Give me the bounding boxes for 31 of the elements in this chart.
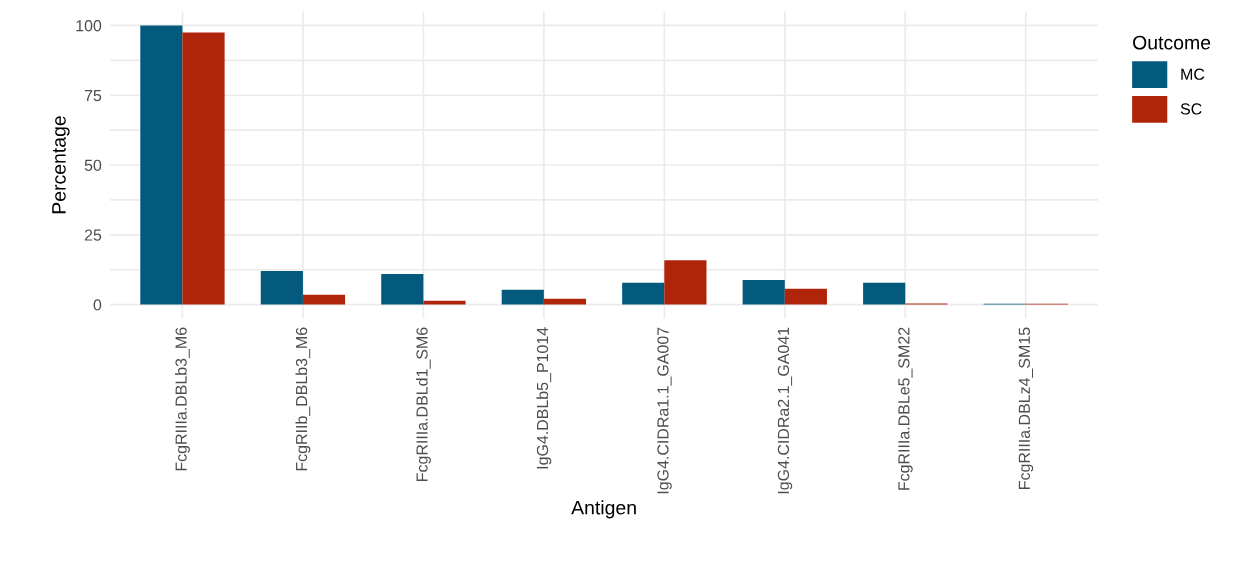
bar — [501, 289, 544, 305]
y-tick-label: 100 — [76, 20, 102, 32]
bar — [664, 260, 707, 305]
x-tick-label: IgG4.CIDRa1.1_GA007 — [657, 327, 672, 494]
bar — [260, 271, 303, 305]
x-tick-label: FcgRIIIa.DBLd1_SM6 — [415, 327, 431, 481]
bar — [863, 282, 906, 305]
x-tick-label: FcgRIIIa.DBLb3_M6 — [175, 327, 190, 471]
y-tick-label: 50 — [84, 159, 102, 171]
x-tick-label: FcgRIIIa.DBLz4_SM15 — [1018, 327, 1034, 489]
bar — [784, 288, 827, 305]
y-tick-label: 75 — [84, 90, 102, 102]
x-axis-title: Antigen — [571, 500, 636, 519]
bar — [622, 282, 665, 305]
legend-title: Outcome — [1133, 35, 1211, 50]
bar — [140, 25, 183, 305]
y-tick-label: 0 — [93, 299, 102, 311]
bar — [381, 273, 424, 305]
legend-label: SC — [1180, 103, 1202, 115]
legend-label: MC — [1181, 68, 1205, 80]
x-tick-label: IgG4.DBLb5_P1014 — [536, 327, 552, 469]
y-axis-title: Percentage — [52, 116, 70, 214]
y-tick-label: 25 — [84, 229, 102, 241]
x-tick-label: FcgRIIIa.DBLe5_SM22 — [898, 327, 913, 490]
bar — [182, 32, 225, 305]
x-tick-label: FcgRIIb_DBLb3_M6 — [295, 327, 311, 471]
x-tick-label: IgG4.CIDRa2.1_GA041 — [777, 327, 793, 494]
bar — [302, 294, 346, 305]
bar — [742, 280, 785, 305]
bar — [543, 298, 587, 305]
bar — [423, 300, 466, 305]
